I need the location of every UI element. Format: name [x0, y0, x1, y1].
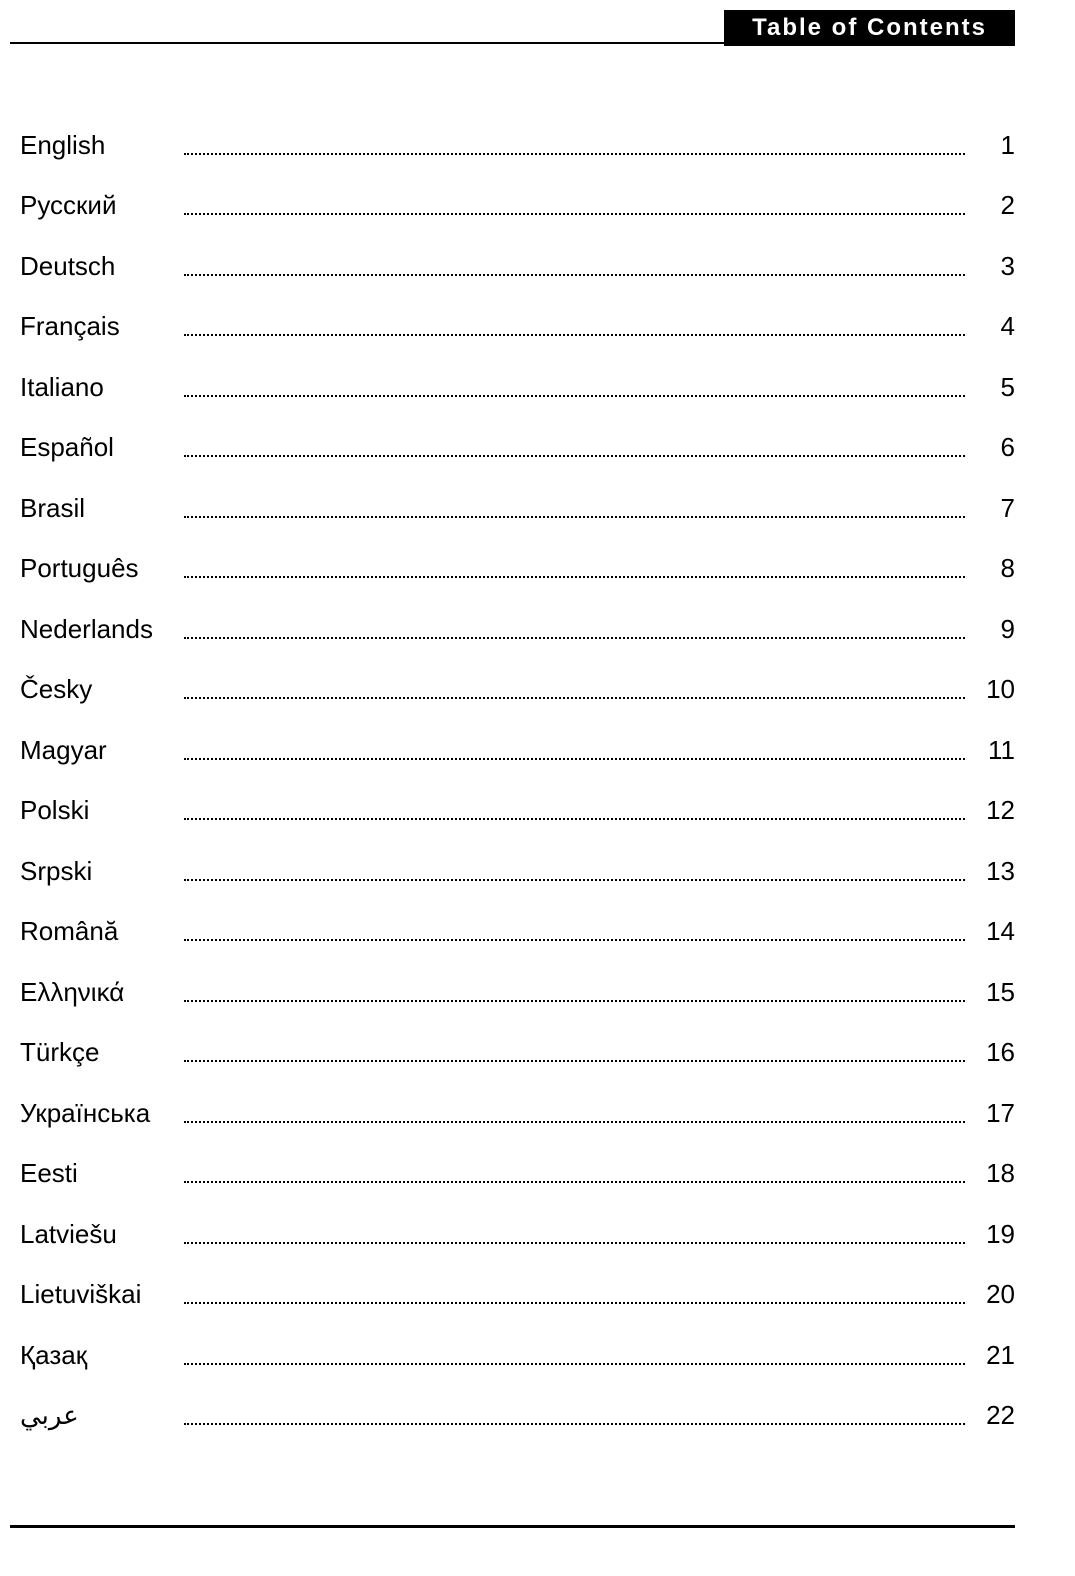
toc-page-number: 13	[973, 856, 1015, 887]
toc-row: English 1	[20, 100, 1015, 161]
toc-dot-leader	[184, 1363, 965, 1365]
toc-dot-leader	[184, 697, 965, 699]
toc-page-number: 2	[973, 190, 1015, 221]
toc-page-number: 12	[973, 795, 1015, 826]
toc-dot-leader	[184, 334, 965, 336]
top-horizontal-rule	[10, 42, 1015, 44]
toc-row: Ελληνικά 15	[20, 947, 1015, 1008]
toc-label: Nederlands	[20, 614, 180, 645]
toc-label: Türkçe	[20, 1037, 180, 1068]
toc-dot-leader	[184, 637, 965, 639]
toc-dot-leader	[184, 153, 965, 155]
toc-label: Česky	[20, 674, 180, 705]
toc-dot-leader	[184, 455, 965, 457]
toc-label: Русский	[20, 190, 180, 221]
toc-dot-leader	[184, 576, 965, 578]
toc-row: Italiano 5	[20, 342, 1015, 403]
toc-page-number: 21	[973, 1340, 1015, 1371]
toc-page-number: 19	[973, 1219, 1015, 1250]
toc-page-number: 11	[973, 735, 1015, 766]
toc-label: Português	[20, 553, 180, 584]
toc-row: Polski 12	[20, 766, 1015, 827]
toc-row: Brasil 7	[20, 463, 1015, 524]
toc-row: Español 6	[20, 403, 1015, 464]
toc-label: Italiano	[20, 372, 180, 403]
toc-dot-leader	[184, 1060, 965, 1062]
toc-label: Magyar	[20, 735, 180, 766]
toc-dot-leader	[184, 516, 965, 518]
toc-row: Română 14	[20, 887, 1015, 948]
toc-row: Latviešu 19	[20, 1189, 1015, 1250]
toc-page-number: 8	[973, 553, 1015, 584]
toc-page-number: 1	[973, 130, 1015, 161]
toc-label: Polski	[20, 795, 180, 826]
toc-row: Lietuviškai 20	[20, 1250, 1015, 1311]
toc-row: Português 8	[20, 524, 1015, 585]
toc-page-number: 14	[973, 916, 1015, 947]
toc-label: Español	[20, 432, 180, 463]
toc-page-number: 7	[973, 493, 1015, 524]
toc-dot-leader	[184, 1242, 965, 1244]
toc-label: English	[20, 130, 180, 161]
toc-row: عربي 22	[20, 1371, 1015, 1432]
toc-page-number: 9	[973, 614, 1015, 645]
toc-row: Türkçe 16	[20, 1008, 1015, 1069]
toc-row: Deutsch 3	[20, 221, 1015, 282]
toc-dot-leader	[184, 818, 965, 820]
toc-page-number: 6	[973, 432, 1015, 463]
toc-dot-leader	[184, 758, 965, 760]
toc-dot-leader	[184, 1181, 965, 1183]
toc-dot-leader	[184, 1121, 965, 1123]
toc-row: Қазақ 21	[20, 1310, 1015, 1371]
toc-label: Deutsch	[20, 251, 180, 282]
toc-dot-leader	[184, 213, 965, 215]
toc-list: English1Русский2Deutsch3Français4Italian…	[20, 100, 1015, 1431]
toc-page-number: 15	[973, 977, 1015, 1008]
toc-label: عربي	[20, 1400, 180, 1431]
toc-row: Nederlands 9	[20, 584, 1015, 645]
toc-label: Eesti	[20, 1158, 180, 1189]
toc-page-number: 18	[973, 1158, 1015, 1189]
toc-row: Srpski 13	[20, 826, 1015, 887]
toc-page-number: 17	[973, 1098, 1015, 1129]
toc-page-number: 22	[973, 1400, 1015, 1431]
toc-header: Table of Contents	[724, 10, 1015, 46]
toc-header-title: Table of Contents	[752, 14, 987, 41]
toc-label: Srpski	[20, 856, 180, 887]
toc-dot-leader	[184, 939, 965, 941]
toc-row: Français 4	[20, 282, 1015, 343]
toc-row: Русский 2	[20, 161, 1015, 222]
bottom-horizontal-rule	[10, 1525, 1015, 1528]
toc-dot-leader	[184, 274, 965, 276]
toc-label: Brasil	[20, 493, 180, 524]
toc-page-number: 10	[973, 674, 1015, 705]
toc-label: Lietuviškai	[20, 1279, 180, 1310]
toc-row: Česky 10	[20, 645, 1015, 706]
toc-row: Українська 17	[20, 1068, 1015, 1129]
toc-dot-leader	[184, 395, 965, 397]
toc-page-number: 4	[973, 311, 1015, 342]
toc-dot-leader	[184, 1302, 965, 1304]
page-container: Table of Contents English1Русский2Deutsc…	[0, 0, 1075, 1576]
toc-dot-leader	[184, 1423, 965, 1425]
toc-label: Français	[20, 311, 180, 342]
toc-row: Magyar 11	[20, 705, 1015, 766]
toc-page-number: 3	[973, 251, 1015, 282]
toc-dot-leader	[184, 1000, 965, 1002]
toc-label: Қазақ	[20, 1340, 180, 1371]
toc-label: Română	[20, 916, 180, 947]
toc-label: Latviešu	[20, 1219, 180, 1250]
toc-label: Ελληνικά	[20, 977, 180, 1008]
toc-row: Eesti 18	[20, 1129, 1015, 1190]
toc-page-number: 20	[973, 1279, 1015, 1310]
toc-page-number: 16	[973, 1037, 1015, 1068]
toc-page-number: 5	[973, 372, 1015, 403]
toc-dot-leader	[184, 879, 965, 881]
toc-label: Українська	[20, 1098, 180, 1129]
